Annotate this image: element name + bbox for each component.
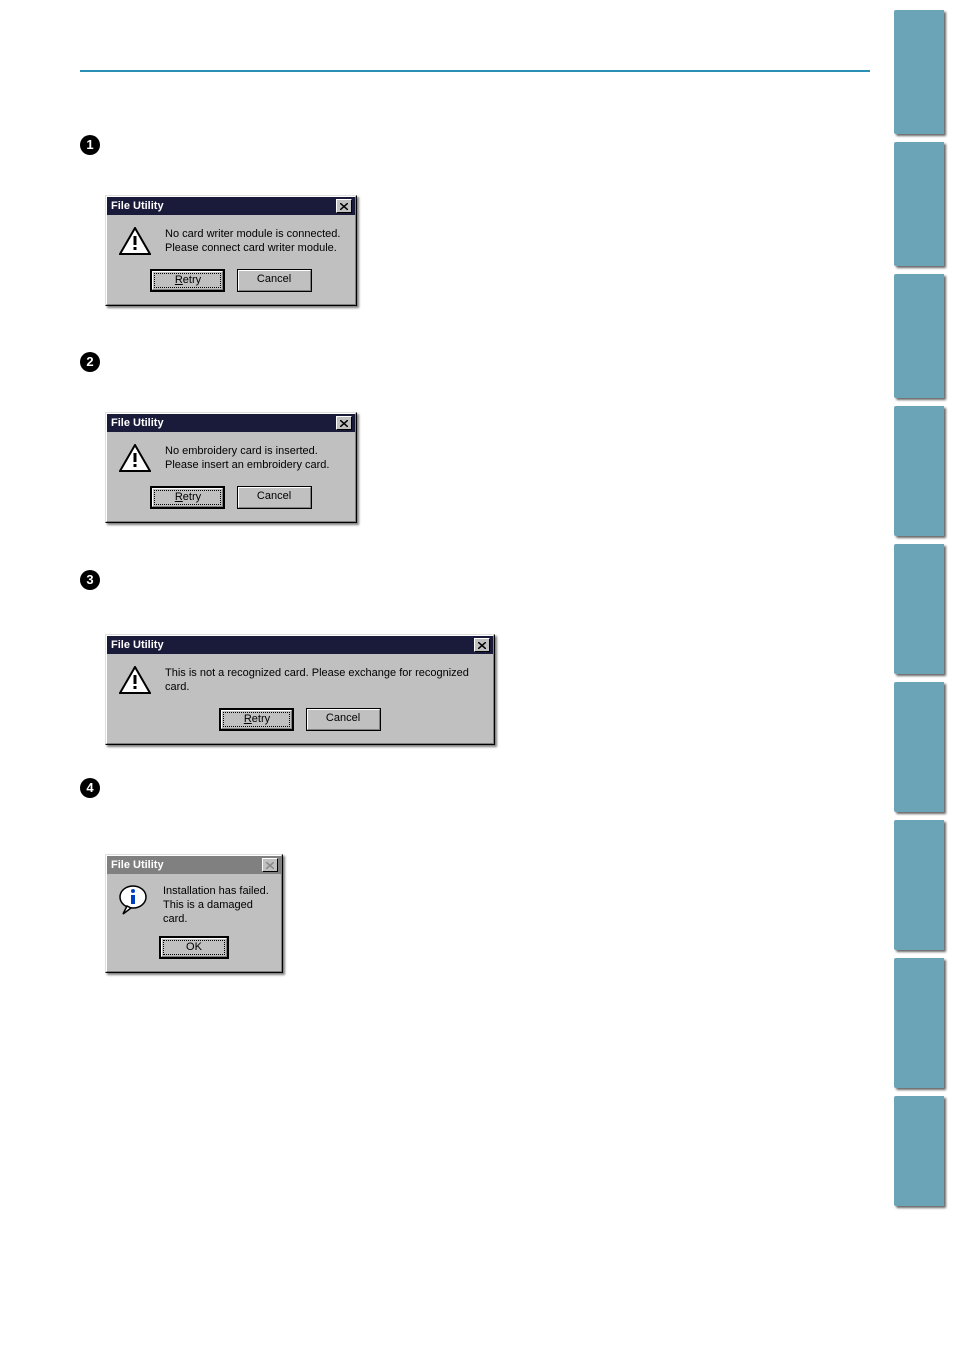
button-row: OK	[107, 932, 281, 971]
sidebar-tab[interactable]	[894, 142, 944, 266]
dialog-file-utility-3: File Utility This is not a recognized ca…	[105, 634, 495, 745]
sidebar-tab[interactable]	[894, 406, 944, 536]
button-row: Retry Cancel	[107, 482, 355, 521]
header-rule	[80, 70, 870, 72]
dialog-message: No card writer module is connected. Plea…	[165, 227, 340, 255]
dialog-message: No embroidery card is inserted. Please i…	[165, 444, 329, 472]
sidebar-tab[interactable]	[894, 10, 944, 134]
sidebar-tab[interactable]	[894, 820, 944, 950]
retry-button[interactable]: Retry	[219, 708, 294, 731]
button-row: Retry Cancel	[107, 265, 355, 304]
sidebar-tab[interactable]	[894, 274, 944, 398]
dialog-file-utility-4: File Utility Installation has failed. Th…	[105, 854, 283, 973]
titlebar: File Utility	[107, 636, 493, 654]
retry-button[interactable]: Retry	[150, 269, 225, 292]
warning-icon	[119, 444, 151, 472]
close-icon	[262, 858, 278, 872]
bullet-2: 2	[80, 352, 100, 372]
sidebar-tab[interactable]	[894, 958, 944, 1088]
titlebar: File Utility	[107, 197, 355, 215]
warning-icon	[119, 227, 151, 255]
sidebar-tab[interactable]	[894, 544, 944, 674]
close-icon[interactable]	[336, 199, 352, 213]
close-icon[interactable]	[336, 416, 352, 430]
dialog-title: File Utility	[111, 859, 164, 871]
sidebar-tab[interactable]	[894, 1096, 944, 1206]
dialog-message: This is not a recognized card. Please ex…	[165, 666, 481, 694]
retry-button[interactable]: Retry	[150, 486, 225, 509]
cancel-button[interactable]: Cancel	[237, 486, 312, 509]
bullet-4: 4	[80, 778, 100, 798]
ok-button[interactable]: OK	[159, 936, 229, 959]
titlebar: File Utility	[107, 414, 355, 432]
cancel-button[interactable]: Cancel	[306, 708, 381, 731]
warning-icon	[119, 666, 151, 694]
sidebar-tab[interactable]	[894, 682, 944, 812]
dialog-title: File Utility	[111, 417, 164, 429]
dialog-file-utility-1: File Utility No card writer module is co…	[105, 195, 357, 306]
sidebar-tabs	[894, 10, 944, 1214]
info-icon	[117, 884, 149, 916]
cancel-button[interactable]: Cancel	[237, 269, 312, 292]
titlebar: File Utility	[107, 856, 281, 874]
dialog-title: File Utility	[111, 200, 164, 212]
bullet-3: 3	[80, 570, 100, 590]
close-icon[interactable]	[474, 638, 490, 652]
dialog-title: File Utility	[111, 639, 164, 651]
bullet-1: 1	[80, 135, 100, 155]
button-row: Retry Cancel	[107, 704, 493, 743]
dialog-message: Installation has failed. This is a damag…	[163, 884, 271, 926]
dialog-file-utility-2: File Utility No embroidery card is inser…	[105, 412, 357, 523]
